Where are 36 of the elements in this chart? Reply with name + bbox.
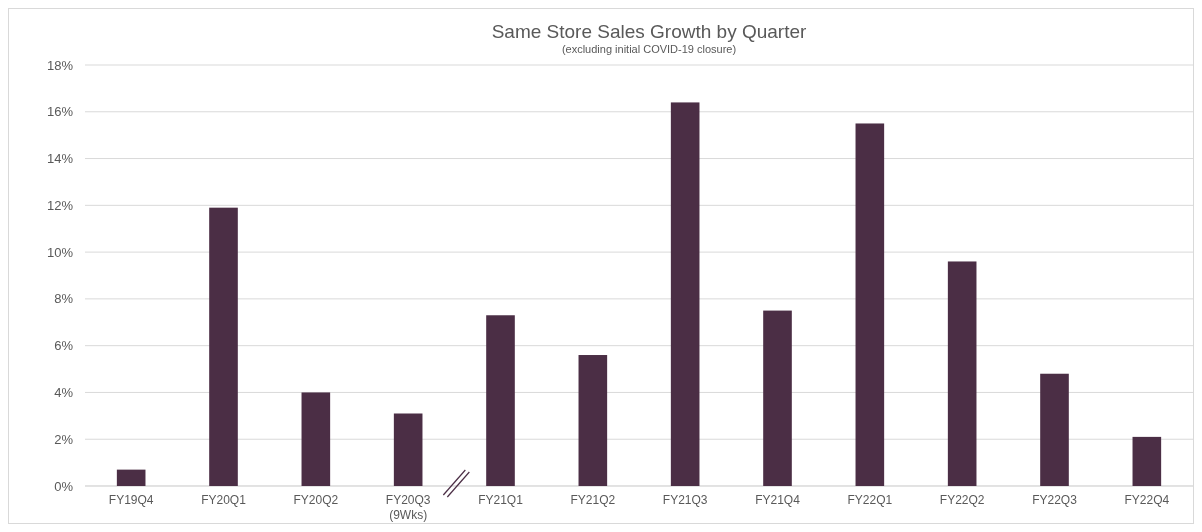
x-tick-label: FY21Q4 (755, 493, 801, 507)
bar (855, 123, 885, 486)
x-tick-label: FY19Q4 (108, 493, 154, 507)
chart-title: Same Store Sales Growth by Quarter (491, 21, 808, 42)
x-tick-label: FY20Q1 (201, 493, 247, 507)
y-tick-label: 16% (46, 104, 74, 120)
chart-subtitle: (excluding initial COVID-19 closure) (561, 43, 737, 55)
bar (670, 102, 700, 486)
x-tick-label: FY21Q3 (662, 493, 708, 507)
bar (578, 355, 608, 486)
x-tick-label: FY20Q2 (293, 493, 339, 507)
y-tick-label: 12% (46, 197, 74, 213)
x-tick-label: FY22Q3 (1032, 493, 1078, 507)
x-tick-label: FY20Q3 (9Wks) (385, 493, 431, 522)
y-tick-label: 18% (46, 57, 74, 73)
y-tick-label: 8% (54, 291, 74, 307)
x-tick-label: FY22Q1 (847, 493, 893, 507)
y-tick-label: 14% (46, 151, 74, 167)
bar (116, 469, 146, 486)
bar (947, 261, 977, 486)
y-tick-label: 4% (54, 384, 74, 400)
x-tick-label: FY21Q2 (570, 493, 616, 507)
bar (393, 413, 423, 486)
y-tick-label: 6% (54, 338, 74, 354)
bar (1132, 436, 1162, 486)
x-tick-label: FY21Q1 (478, 493, 524, 507)
bar (763, 310, 792, 486)
bar (209, 207, 238, 486)
bar (486, 315, 515, 486)
x-tick-label: FY22Q2 (939, 493, 985, 507)
y-tick-label: 0% (54, 478, 74, 494)
bar (301, 392, 331, 486)
y-tick-label: 2% (54, 431, 74, 447)
x-tick-label: FY22Q4 (1124, 493, 1170, 507)
bar (1040, 373, 1069, 486)
y-tick-label: 10% (46, 244, 74, 260)
